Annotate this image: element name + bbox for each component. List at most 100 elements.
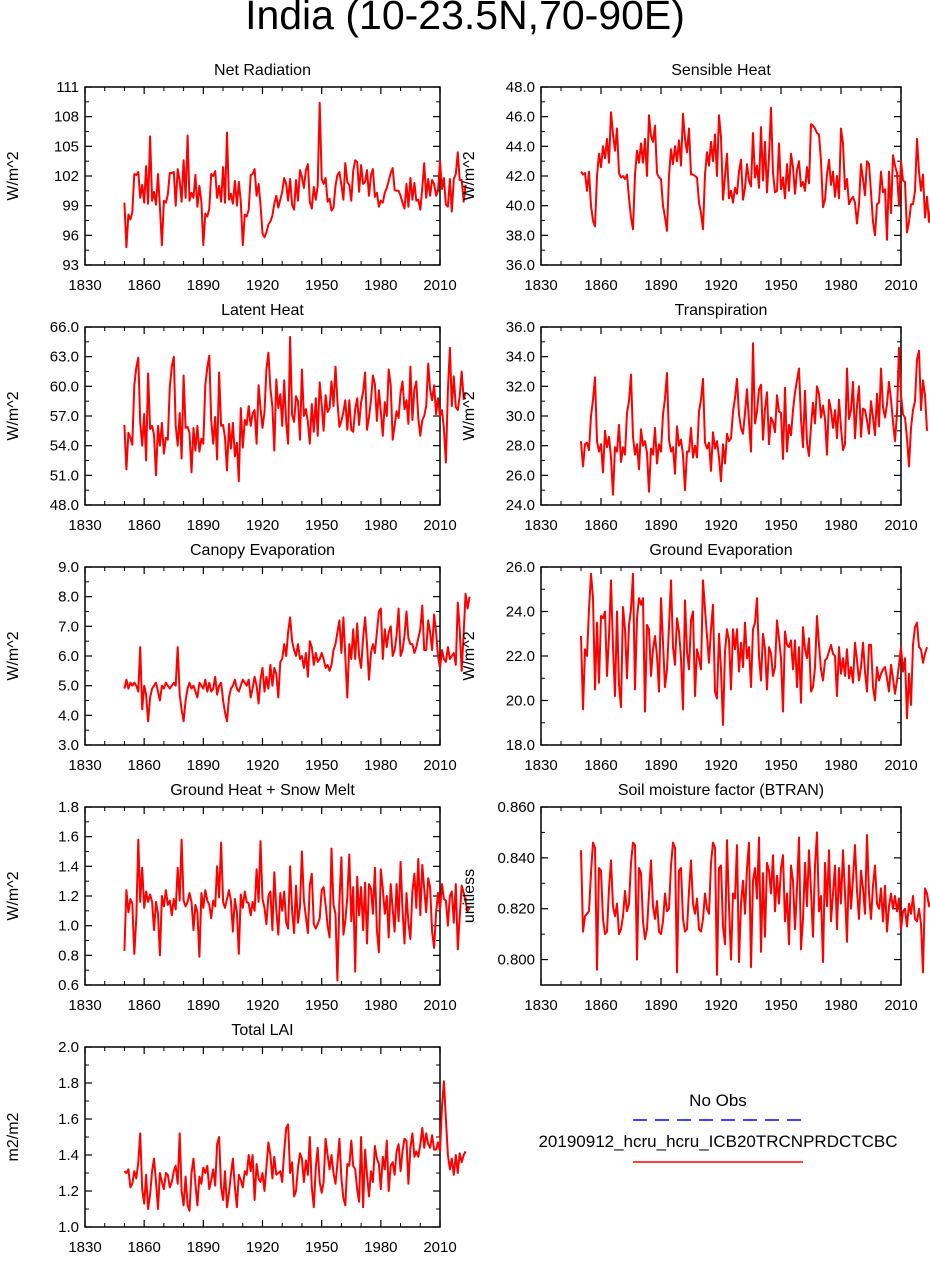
ground-evaporation-x-tick-label: 1920 <box>704 757 737 774</box>
canopy-evaporation-y-tick-label: 5.0 <box>58 678 79 695</box>
ground-evaporation-y-tick-label: 20.0 <box>506 693 535 710</box>
total-lai-x-tick-label: 1830 <box>68 1239 101 1256</box>
latent-heat-series-line <box>123 335 467 483</box>
soil-moisture-factor-btran-x-tick-label: 1860 <box>584 997 617 1014</box>
sensible-heat-y-tick-label: 38.0 <box>506 227 535 244</box>
soil-moisture-factor-btran-y-tick-label: 0.840 <box>497 850 535 867</box>
ground-heat-snow-melt-y-tick-label: 1.0 <box>58 918 79 935</box>
ground-heat-snow-melt-y-tick-label: 1.4 <box>58 858 79 875</box>
total-lai-y-tick-label: 1.6 <box>58 1111 79 1128</box>
transpiration-x-tick-label: 1830 <box>524 517 557 534</box>
ground-evaporation-x-tick-label: 1830 <box>524 757 557 774</box>
latent-heat-x-tick-label: 1860 <box>127 517 160 534</box>
soil-moisture-factor-btran-y-axis-label: unitless <box>461 869 478 923</box>
total-lai-x-tick-label: 1950 <box>305 1239 338 1256</box>
ground-heat-snow-melt-x-tick-label: 1950 <box>305 997 338 1014</box>
latent-heat-y-tick-label: 54.0 <box>50 438 79 455</box>
ground-heat-snow-melt-x-tick-label: 1890 <box>187 997 220 1014</box>
sensible-heat-x-tick-label: 2010 <box>884 277 917 294</box>
soil-moisture-factor-btran-y-tick-label: 0.800 <box>497 952 535 969</box>
sensible-heat-series-line <box>580 106 930 241</box>
sensible-heat-y-tick-label: 40.0 <box>506 198 535 215</box>
total-lai-x-tick-label: 1980 <box>364 1239 397 1256</box>
ground-evaporation-y-axis-label: W/m^2 <box>461 631 478 680</box>
ground-evaporation-x-tick-label: 1890 <box>644 757 677 774</box>
latent-heat-y-tick-label: 57.0 <box>50 408 79 425</box>
sensible-heat-title: Sensible Heat <box>671 62 771 79</box>
total-lai-y-tick-label: 1.2 <box>58 1183 79 1200</box>
net-radiation-y-axis-label: W/m^2 <box>5 151 22 200</box>
ground-heat-snow-melt-y-tick-label: 0.8 <box>58 947 79 964</box>
net-radiation-series-line <box>123 101 467 249</box>
soil-moisture-factor-btran-x-tick-label: 1950 <box>764 997 797 1014</box>
canopy-evaporation-series-line <box>123 592 471 723</box>
canopy-evaporation-x-tick-label: 1890 <box>187 757 220 774</box>
total-lai-y-tick-label: 2.0 <box>58 1039 79 1056</box>
ground-evaporation-x-tick-label: 1980 <box>824 757 857 774</box>
transpiration-series-line <box>580 342 928 496</box>
ground-evaporation-x-tick-label: 1860 <box>584 757 617 774</box>
ground-heat-snow-melt-y-tick-label: 1.2 <box>58 888 79 905</box>
ground-evaporation-y-tick-label: 22.0 <box>506 648 535 665</box>
latent-heat-y-tick-label: 60.0 <box>50 378 79 395</box>
ground-evaporation-x-tick-label: 2010 <box>884 757 917 774</box>
ground-evaporation-x-tick-label: 1950 <box>764 757 797 774</box>
canopy-evaporation-x-tick-label: 1920 <box>246 757 279 774</box>
transpiration-y-tick-label: 24.0 <box>506 497 535 514</box>
latent-heat-y-tick-label: 63.0 <box>50 349 79 366</box>
canopy-evaporation-y-tick-label: 6.0 <box>58 648 79 665</box>
total-lai-x-tick-label: 2010 <box>423 1239 456 1256</box>
net-radiation-x-tick-label: 2010 <box>423 277 456 294</box>
transpiration-y-tick-label: 30.0 <box>506 408 535 425</box>
canopy-evaporation-x-tick-label: 1980 <box>364 757 397 774</box>
canopy-evaporation-y-tick-label: 4.0 <box>58 707 79 724</box>
ground-heat-snow-melt-y-tick-label: 0.6 <box>58 977 79 994</box>
ground-evaporation-y-tick-label: 26.0 <box>506 559 535 576</box>
net-radiation-x-tick-label: 1860 <box>127 277 160 294</box>
ground-heat-snow-melt-x-tick-label: 1830 <box>68 997 101 1014</box>
sensible-heat-x-tick-label: 1950 <box>764 277 797 294</box>
canopy-evaporation-x-tick-label: 1830 <box>68 757 101 774</box>
net-radiation-x-tick-label: 1920 <box>246 277 279 294</box>
total-lai-x-tick-label: 1920 <box>246 1239 279 1256</box>
sensible-heat-y-tick-label: 44.0 <box>506 138 535 155</box>
sensible-heat-x-tick-label: 1860 <box>584 277 617 294</box>
ground-heat-snow-melt-y-axis-label: W/m^2 <box>5 871 22 920</box>
sensible-heat-y-tick-label: 48.0 <box>506 79 535 96</box>
latent-heat-x-tick-label: 1920 <box>246 517 279 534</box>
soil-moisture-factor-btran-title: Soil moisture factor (BTRAN) <box>618 782 824 799</box>
transpiration-y-tick-label: 36.0 <box>506 319 535 336</box>
latent-heat-title: Latent Heat <box>221 302 304 319</box>
soil-moisture-factor-btran-x-tick-label: 1890 <box>644 997 677 1014</box>
total-lai-x-tick-label: 1890 <box>187 1239 220 1256</box>
ground-heat-snow-melt-x-tick-label: 2010 <box>423 997 456 1014</box>
transpiration-x-tick-label: 1980 <box>824 517 857 534</box>
canopy-evaporation-y-tick-label: 9.0 <box>58 559 79 576</box>
net-radiation-x-tick-label: 1890 <box>187 277 220 294</box>
transpiration-x-tick-label: 1860 <box>584 517 617 534</box>
total-lai-series-line <box>123 1080 467 1212</box>
net-radiation-x-tick-label: 1830 <box>68 277 101 294</box>
net-radiation-y-tick-label: 111 <box>56 79 79 96</box>
total-lai-x-tick-label: 1860 <box>127 1239 160 1256</box>
ground-heat-snow-melt-series-line <box>123 838 471 982</box>
transpiration-x-tick-label: 1950 <box>764 517 797 534</box>
sensible-heat-x-tick-label: 1830 <box>524 277 557 294</box>
net-radiation-y-tick-label: 102 <box>54 168 79 185</box>
canopy-evaporation-x-tick-label: 2010 <box>423 757 456 774</box>
canopy-evaporation-plot-frame <box>84 566 441 746</box>
net-radiation-title: Net Radiation <box>214 62 311 79</box>
soil-moisture-factor-btran-y-tick-label: 0.860 <box>497 799 535 816</box>
canopy-evaporation-y-axis-label: W/m^2 <box>5 631 22 680</box>
ground-heat-snow-melt-x-tick-label: 1860 <box>127 997 160 1014</box>
total-lai-y-tick-label: 1.4 <box>58 1147 79 1164</box>
total-lai-y-tick-label: 1.8 <box>58 1075 79 1092</box>
canopy-evaporation-y-tick-label: 8.0 <box>58 589 79 606</box>
latent-heat-y-tick-label: 66.0 <box>50 319 79 336</box>
ground-evaporation-y-tick-label: 24.0 <box>506 604 535 621</box>
total-lai-y-tick-label: 1.0 <box>58 1219 79 1236</box>
sensible-heat-x-tick-label: 1890 <box>644 277 677 294</box>
sensible-heat-plot-frame <box>540 86 902 266</box>
latent-heat-y-axis-label: W/m^2 <box>5 391 22 440</box>
